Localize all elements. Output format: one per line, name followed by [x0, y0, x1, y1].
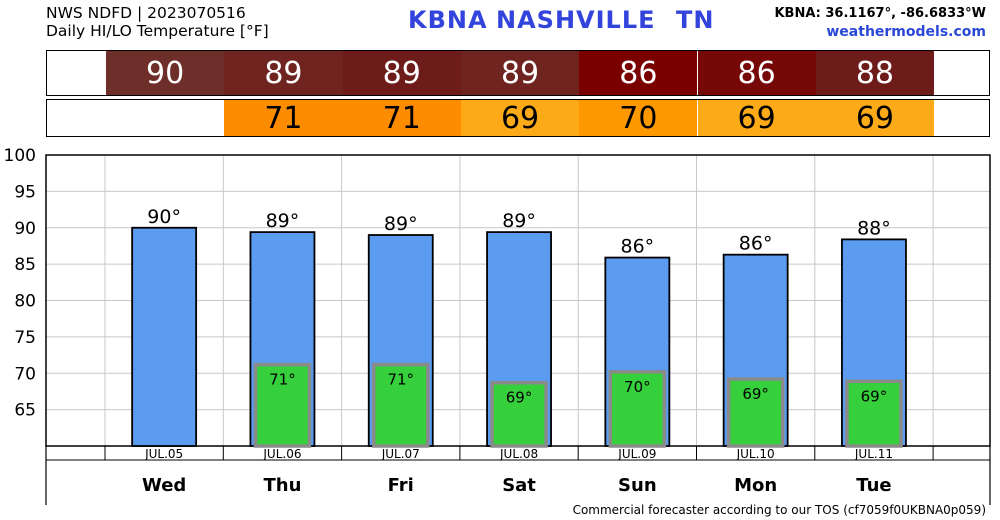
low-bar: [608, 370, 667, 448]
y-tick-label: 70: [14, 364, 36, 384]
y-tick-label: 85: [14, 255, 36, 275]
date-label: JUL.07: [381, 447, 420, 461]
y-tick-label: 80: [14, 292, 36, 312]
day-label: Fri: [388, 475, 414, 496]
date-label: JUL.05: [144, 447, 183, 461]
high-temp-strip: 90 89 89 89 86 86 88: [46, 50, 990, 96]
low-bar-label: 71°: [387, 371, 414, 389]
y-tick-label: 95: [14, 182, 36, 202]
high-bar-label: 89°: [266, 210, 300, 232]
site-link[interactable]: weathermodels.com: [826, 24, 986, 40]
low-bar-label: 69°: [861, 387, 888, 405]
high-temp-cell: 88: [815, 51, 935, 95]
day-label: Mon: [734, 475, 777, 496]
date-label: JUL.08: [499, 447, 538, 461]
low-bar-label: 69°: [506, 389, 533, 407]
y-tick-label: 75: [14, 328, 36, 348]
y-tick-label: 65: [14, 401, 36, 421]
low-bar-label: 70°: [624, 378, 651, 396]
footer-note: Commercial forecaster according to our T…: [572, 503, 986, 517]
low-temp-cell: 71: [224, 100, 343, 136]
high-bar: [131, 226, 198, 447]
low-temp-cell: 70: [579, 100, 698, 136]
low-temp-cell: 69: [697, 100, 816, 136]
station-city: NASHVILLE: [496, 6, 656, 34]
header-left: NWS NDFD | 2023070516 Daily HI/LO Temper…: [46, 4, 269, 40]
low-temp-cell: 69: [460, 100, 580, 136]
date-label: JUL.09: [617, 447, 656, 461]
low-bar: [253, 362, 312, 448]
high-bar-label: 86°: [621, 236, 655, 258]
product-label: Daily HI/LO Temperature [°F]: [46, 22, 269, 40]
high-bar-label: 86°: [739, 233, 773, 255]
high-bar-label: 89°: [502, 210, 536, 232]
model-run-label: NWS NDFD | 2023070516: [46, 4, 246, 22]
day-label: Wed: [142, 475, 186, 496]
low-bar-label: 69°: [742, 385, 769, 403]
high-temp-cell: 89: [460, 51, 580, 95]
low-temp-cell: [106, 100, 225, 136]
date-label: JUL.06: [262, 447, 301, 461]
high-bar-label: 90°: [147, 206, 181, 228]
high-temp-cell: 89: [224, 51, 343, 95]
y-tick-label: 100: [4, 146, 36, 166]
low-temp-cell: 69: [815, 100, 935, 136]
low-temp-strip: 71 71 69 70 69 69: [46, 99, 990, 137]
y-tick-label: 90: [14, 219, 36, 239]
high-temp-cell: 86: [697, 51, 816, 95]
day-label: Sat: [502, 475, 536, 496]
high-temp-cell: 89: [342, 51, 461, 95]
day-label: Sun: [618, 475, 657, 496]
station-coords: KBNA: 36.1167°, -86.6833°W: [774, 6, 986, 21]
station-state: TN: [676, 6, 715, 34]
high-temp-cell: 86: [579, 51, 698, 95]
low-bar: [845, 379, 903, 448]
high-bar-label: 88°: [857, 217, 891, 239]
low-bar: [726, 377, 785, 448]
high-bar-label: 89°: [384, 213, 418, 235]
station-id: KBNA: [408, 6, 488, 34]
date-label: JUL.11: [854, 447, 893, 461]
day-label: Thu: [263, 475, 301, 496]
date-label: JUL.10: [736, 447, 775, 461]
low-bar-label: 71°: [269, 371, 296, 389]
day-label: Tue: [856, 475, 891, 496]
high-temp-cell: 90: [106, 51, 225, 95]
low-bar: [372, 362, 430, 448]
low-temp-cell: 71: [342, 100, 461, 136]
low-bar: [490, 380, 548, 448]
